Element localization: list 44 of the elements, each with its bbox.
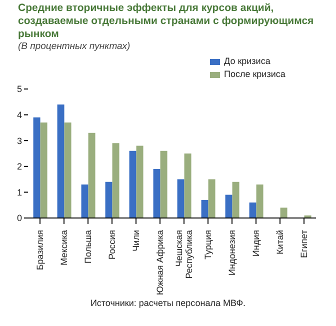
y-tick-label: 2 <box>16 162 22 172</box>
y-tick-label: 4 <box>16 110 22 120</box>
bar <box>105 182 112 218</box>
x-tick-label: Индия <box>251 230 261 257</box>
bar <box>160 150 168 218</box>
x-tick-label: Чили <box>131 230 141 252</box>
bar <box>249 202 256 218</box>
bar <box>256 184 264 218</box>
bar <box>280 208 288 218</box>
x-tick-label: Чешская Республика <box>174 230 194 279</box>
bar <box>88 132 96 218</box>
legend-label: До кризиса <box>223 55 272 68</box>
bar <box>184 154 192 218</box>
bar <box>225 194 232 218</box>
x-tick-label: Мексика <box>59 230 69 266</box>
bar <box>33 117 40 218</box>
x-tick-label: Индонезия <box>227 230 237 276</box>
bar <box>57 104 64 218</box>
bar <box>40 122 48 218</box>
bar <box>208 179 216 218</box>
x-tick-label: Турция <box>203 230 213 260</box>
x-tick-label: Китай <box>275 230 285 254</box>
x-tick-label: Бразилия <box>35 230 45 270</box>
bar <box>201 200 208 218</box>
chart-subtitle: (В процентных пунктах) <box>17 41 132 53</box>
y-tick-label: 5 <box>16 84 22 94</box>
x-tick-label: Польша <box>83 230 93 264</box>
y-tick-label: 1 <box>16 187 22 198</box>
bar <box>129 150 136 218</box>
bar <box>112 143 120 218</box>
bar <box>177 179 184 218</box>
legend-label: После кризиса <box>223 68 286 81</box>
x-tick-label: Россия <box>107 230 117 260</box>
text: Источники: расчеты персонала МВФ. <box>89 298 247 308</box>
chart-title: Средние вторичные эффекты для курсов акций, создаваемые отдельными странами с формирующимся рынком <box>17 1 315 41</box>
y-tick-label: 0 <box>16 213 22 224</box>
x-tick-label: Южная Африка <box>155 230 165 296</box>
bar <box>64 122 72 218</box>
bar <box>81 184 88 218</box>
bar <box>153 168 160 218</box>
x-tick-label: Египет <box>299 230 309 258</box>
bar <box>136 146 144 218</box>
bar <box>232 182 240 218</box>
y-tick-label: 3 <box>16 136 22 146</box>
